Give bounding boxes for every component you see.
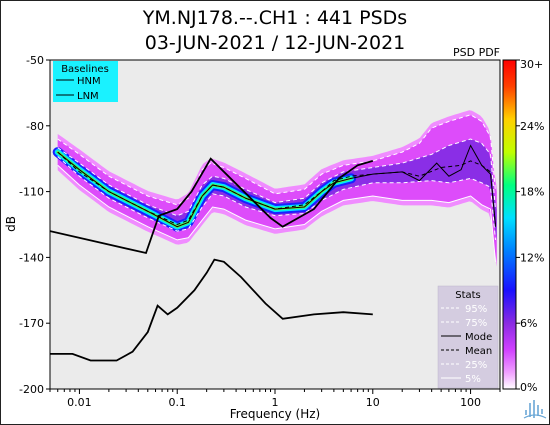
- mean-legend-label: Mean: [465, 346, 492, 357]
- x-tick-label: 0.01: [67, 396, 92, 409]
- axes-layer: -50 -80 -110 -140 -170 -200 0.01 0.1 1 10 100: [19, 54, 501, 409]
- colorbar-tick-label: 12%: [520, 251, 544, 264]
- series-75pct-line: [57, 138, 496, 217]
- p5-legend-label: 5%: [465, 374, 481, 385]
- colorbar-tick-label: 30+: [520, 58, 543, 71]
- colorbar-label: PSD PDF: [453, 46, 501, 59]
- x-tick-label: 10: [366, 396, 380, 409]
- hnm-legend-label: HNM: [77, 76, 101, 87]
- series-lnm-line: [50, 258, 373, 362]
- mode-legend-label: Mode: [465, 332, 492, 343]
- x-tick-label: 100: [460, 396, 481, 409]
- x-tick-label: 1: [272, 396, 279, 409]
- p25-legend-label: 25%: [465, 360, 487, 371]
- chart-title-line-2: 03-JUN-2021 / 12-JUN-2021: [144, 32, 406, 54]
- colorbar: 30+ 24% 18% 12% 6% 0%: [502, 58, 544, 394]
- series-95pct-line: [57, 114, 496, 206]
- series-layer: [50, 114, 496, 362]
- y-tick-label: -140: [19, 251, 44, 264]
- y-tick-label: -50: [26, 54, 44, 67]
- y-tick-label: -170: [19, 317, 44, 330]
- series-5pct-line: [57, 164, 496, 262]
- x-axis-title: Frequency (Hz): [230, 407, 321, 421]
- x-tick-label: 0.1: [168, 396, 186, 409]
- colorbar-tick-label: 0%: [520, 381, 537, 394]
- colorbar-tick-label: 18%: [520, 186, 544, 199]
- colorbar-ticks: 30+ 24% 18% 12% 6% 0%: [516, 58, 544, 394]
- lnm-legend-label: LNM: [77, 91, 99, 102]
- density-band-25-75: [57, 139, 497, 240]
- stats-legend-title: Stats: [455, 290, 481, 301]
- colorbar-tick-label: 6%: [520, 317, 537, 330]
- baselines-legend-title: Baselines: [61, 64, 109, 75]
- logo-icon: [523, 400, 547, 419]
- chart-title-line-1: YM.NJ178.--.CH1 : 441 PSDs: [142, 7, 408, 29]
- colorbar-gradient: [502, 59, 517, 390]
- y-axis-title: dB: [4, 216, 18, 232]
- colorbar-tick-label: 24%: [520, 120, 544, 133]
- y-tick-label: -80: [26, 120, 44, 133]
- y-tick-label: -110: [19, 186, 44, 199]
- baselines-legend: Baselines HNM LNM: [53, 61, 118, 102]
- series-mode-line: [57, 144, 496, 228]
- series-25pct-line: [57, 156, 496, 240]
- stats-legend: Stats 95% 75% Mode Mean 25% 5%: [437, 285, 499, 389]
- p75-legend-label: 75%: [465, 318, 487, 329]
- p95-legend-label: 95%: [465, 304, 487, 315]
- y-tick-label: -200: [19, 383, 44, 396]
- series-hnm-line: [50, 157, 374, 255]
